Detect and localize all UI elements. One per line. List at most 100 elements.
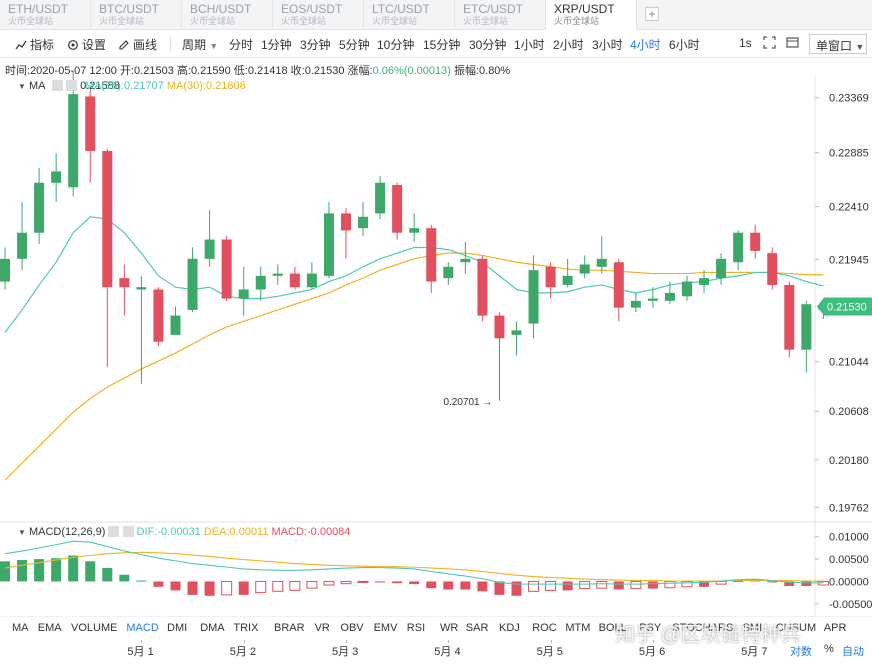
interval-5[interactable]: 15分钟 <box>423 38 461 52</box>
interval-0[interactable]: 分时 <box>229 38 254 52</box>
date-tick <box>755 640 757 643</box>
indicator-psy[interactable]: PSY <box>639 622 662 634</box>
window-icon[interactable] <box>786 36 799 52</box>
indicator-kdj[interactable]: KDJ <box>499 622 520 634</box>
caret-down-icon: ▼ <box>855 42 865 52</box>
candle-body <box>85 96 96 151</box>
indicator-smi[interactable]: SMI <box>742 622 763 634</box>
interval-4[interactable]: 10分钟 <box>377 38 415 52</box>
tab-eth-usdt[interactable]: ETH/USDT 火币全球站 <box>0 0 91 30</box>
tab-ltc-usdt[interactable]: LTC/USDT 火币全球站 <box>364 0 455 30</box>
indicator-apr[interactable]: APR <box>823 622 847 634</box>
indicator-ma[interactable]: MA <box>12 622 29 634</box>
candle-body <box>494 315 505 339</box>
indicator-rsi[interactable]: RSI <box>406 622 426 634</box>
indicator-dma[interactable]: DMA <box>200 622 225 634</box>
candle-body <box>664 292 675 301</box>
pencil-icon <box>119 40 129 50</box>
date-axis: 对数 % 自动 5月 1 5月 2 5月 3 5月 4 5月 5 5月 6 5月 7 <box>0 640 872 660</box>
refresh-rate[interactable]: 1s <box>739 36 752 50</box>
info-low: 0.21418 <box>247 65 288 77</box>
indicator-roc[interactable]: ROC <box>532 622 557 634</box>
candlestick-chart[interactable]: 0.23369 0.22885 0.22410 0.21945 0.21044 0.206… <box>0 0 872 617</box>
tab-btc-usdt[interactable]: BTC/USDT 火币全球站 <box>91 0 182 30</box>
interval-10[interactable]: 4小时 <box>630 38 661 52</box>
log-scale-toggle[interactable]: 对数 <box>790 646 812 658</box>
date-label: 5月 3 <box>332 646 359 658</box>
auto-scale-toggle[interactable]: 自动 <box>842 646 864 658</box>
tab-eos-usdt[interactable]: EOS/USDT 火币全球站 <box>273 0 364 30</box>
indicator-ema[interactable]: EMA <box>37 622 62 634</box>
add-tab-button[interactable]: + <box>645 7 659 21</box>
macd-tick-label: 0.00500 <box>829 554 869 566</box>
date-tick <box>550 640 552 643</box>
candle-body <box>579 264 590 274</box>
percent-scale-toggle[interactable]: % <box>824 643 834 655</box>
macd-bar <box>426 581 437 589</box>
tab-etc-usdt[interactable]: ETC/USDT 火币全球站 <box>455 0 546 30</box>
indicator-obv[interactable]: OBV <box>340 622 364 634</box>
eye-icon[interactable] <box>108 526 120 537</box>
indicator-trix[interactable]: TRIX <box>233 622 259 634</box>
macd-bar <box>801 581 812 586</box>
candle-body <box>733 232 744 263</box>
macd-bar <box>102 568 113 582</box>
draw-line-button[interactable]: 画线 <box>118 36 157 53</box>
price-tick-label: 0.21044 <box>829 357 869 369</box>
interval-9[interactable]: 3小时 <box>592 38 623 52</box>
macd-bar <box>647 581 658 589</box>
macd-bar <box>136 580 147 582</box>
ma-legend: ▼ MA 0.21588 MA(15):0.21707 MA(30):0.218… <box>18 80 246 92</box>
indicator-stochars[interactable]: STOCHARS <box>672 622 734 634</box>
indicator-brar[interactable]: BRAR <box>274 622 305 634</box>
macd-bar <box>375 581 386 583</box>
tab-bch-usdt[interactable]: BCH/USDT 火币全球站 <box>182 0 273 30</box>
date-label: 5月 7 <box>741 646 768 658</box>
period-dropdown[interactable]: 周期 ▼ <box>182 38 219 52</box>
interval-7[interactable]: 1小时 <box>514 38 545 52</box>
settings-button[interactable]: 设置 <box>67 36 106 53</box>
info-high: 0.21590 <box>190 65 231 77</box>
indicator-wr[interactable]: WR <box>440 622 459 634</box>
caret-down-icon: ▼ <box>18 528 26 537</box>
macd-bar <box>392 581 403 584</box>
indicator-cusum[interactable]: CUSUM <box>775 622 817 634</box>
close-icon[interactable] <box>66 80 78 91</box>
indicator-macd[interactable]: MACD <box>126 622 159 634</box>
last-price-tag <box>817 297 872 316</box>
ma15-value: MA(15):0.21707 <box>84 80 164 92</box>
date-tick <box>652 640 654 643</box>
interval-2[interactable]: 3分钟 <box>300 38 331 52</box>
candle-body <box>477 258 488 316</box>
tab-xrp-usdt[interactable]: XRP/USDT 火币全球站 <box>546 0 637 30</box>
info-change: 0.06%(0.00013) <box>372 65 451 77</box>
indicator-emv[interactable]: EMV <box>373 622 398 634</box>
indicator-vr[interactable]: VR <box>314 622 330 634</box>
macd-bar <box>715 580 727 585</box>
indicator-button[interactable]: 指标 <box>15 36 54 53</box>
candle-body <box>68 94 79 188</box>
macd-bar <box>187 581 198 595</box>
date-label: 5月 5 <box>536 646 563 658</box>
macd-bar <box>34 559 45 582</box>
macd-bar <box>528 580 540 592</box>
interval-11[interactable]: 6小时 <box>669 38 700 52</box>
indicator-dmi[interactable]: DMI <box>167 622 188 634</box>
eye-icon[interactable] <box>51 80 63 91</box>
interval-8[interactable]: 2小时 <box>553 38 584 52</box>
candle-body <box>238 289 249 299</box>
fullscreen-icon[interactable] <box>763 36 776 52</box>
indicator-sar[interactable]: SAR <box>465 622 489 634</box>
interval-6[interactable]: 30分钟 <box>469 38 507 52</box>
macd-bar <box>221 580 233 596</box>
window-mode-select[interactable]: 单窗口 ▼ <box>809 34 867 54</box>
macd-bar <box>767 581 778 583</box>
date-label: 5月 4 <box>434 646 461 658</box>
indicator-boll[interactable]: BOLL <box>598 622 627 634</box>
macd-bar <box>664 580 676 589</box>
interval-3[interactable]: 5分钟 <box>339 38 370 52</box>
interval-1[interactable]: 1分钟 <box>261 38 292 52</box>
close-icon[interactable] <box>122 526 134 537</box>
indicator-mtm[interactable]: MTM <box>565 622 591 634</box>
indicator-volume[interactable]: VOLUME <box>71 622 118 634</box>
